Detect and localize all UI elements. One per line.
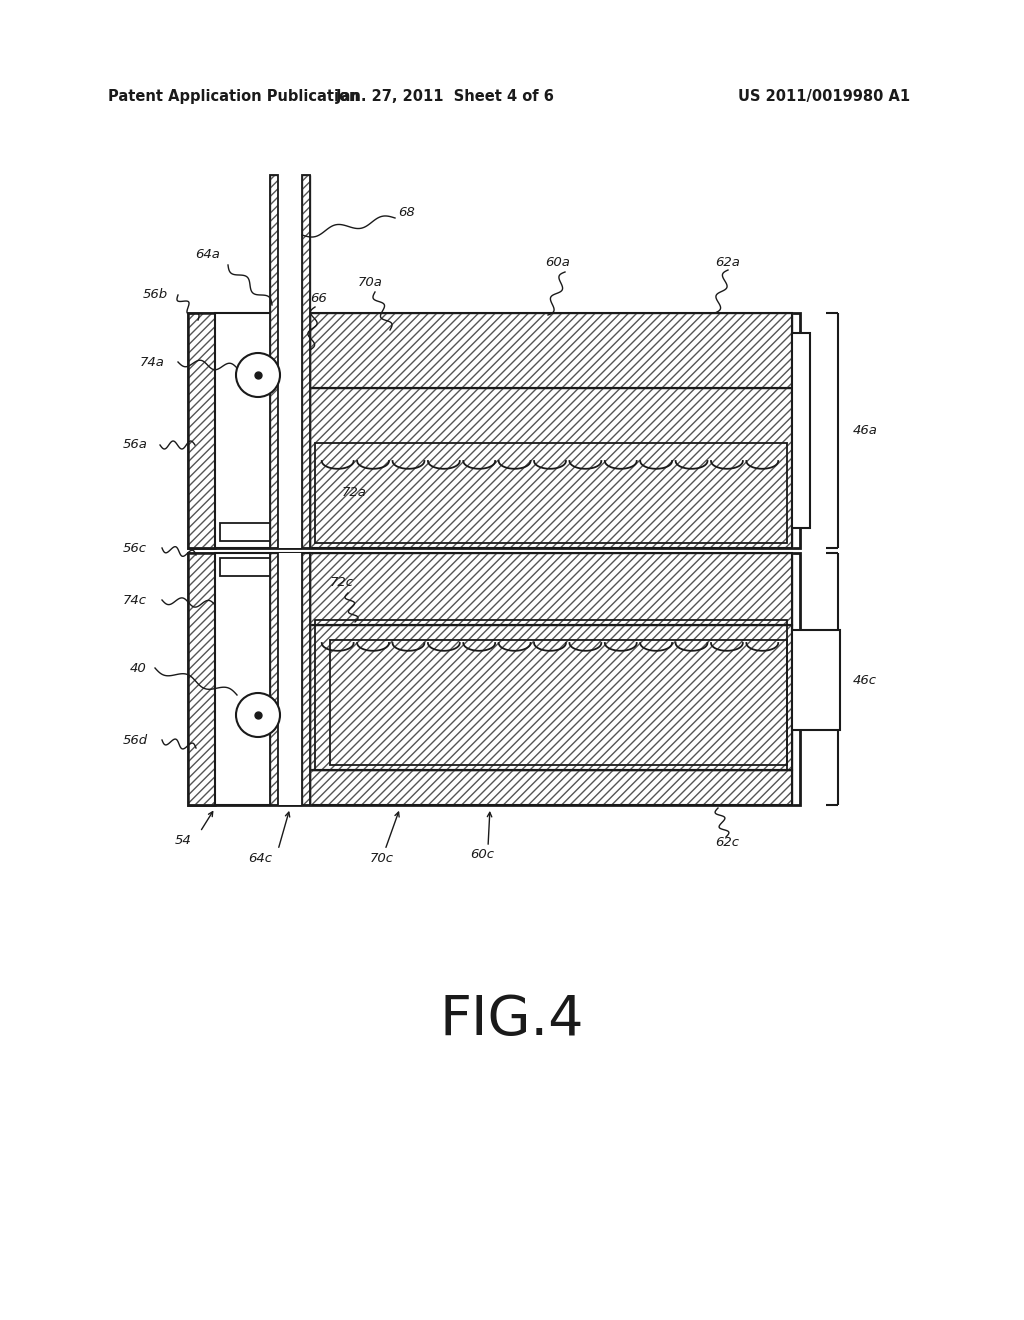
Bar <box>310 770 792 805</box>
Text: 56d: 56d <box>123 734 148 747</box>
Text: 72c: 72c <box>330 577 354 590</box>
Text: 62c: 62c <box>715 837 739 850</box>
Text: 66: 66 <box>310 292 327 305</box>
Text: Jan. 27, 2011  Sheet 4 of 6: Jan. 27, 2011 Sheet 4 of 6 <box>336 90 554 104</box>
Bar <box>270 553 278 805</box>
Bar <box>315 620 787 770</box>
Bar <box>215 313 310 548</box>
Text: 72a: 72a <box>342 487 367 499</box>
Bar <box>302 176 310 548</box>
Text: 54: 54 <box>175 833 191 846</box>
Bar <box>302 176 310 548</box>
Bar <box>188 313 215 548</box>
Bar <box>188 553 800 805</box>
Text: 56c: 56c <box>123 541 147 554</box>
Bar <box>302 553 310 805</box>
Bar <box>188 553 215 805</box>
Bar <box>188 313 800 548</box>
Text: Patent Application Publication: Patent Application Publication <box>108 90 359 104</box>
Bar <box>302 553 310 805</box>
Bar <box>310 770 792 805</box>
Text: 64c: 64c <box>248 851 272 865</box>
Bar <box>310 388 792 548</box>
Bar <box>792 630 840 730</box>
Bar <box>278 176 302 548</box>
Bar <box>310 388 792 548</box>
Bar <box>330 640 787 766</box>
Text: 70a: 70a <box>358 276 383 289</box>
Bar <box>220 558 310 576</box>
Text: 64a: 64a <box>195 248 220 261</box>
Bar <box>270 176 278 548</box>
Bar <box>792 333 810 528</box>
Text: 74c: 74c <box>123 594 147 606</box>
Bar <box>315 444 787 543</box>
Text: 70c: 70c <box>370 851 394 865</box>
Text: 60a: 60a <box>545 256 570 269</box>
Bar <box>188 313 215 548</box>
Bar <box>215 553 310 805</box>
Text: 74a: 74a <box>140 355 165 368</box>
Text: 56b: 56b <box>143 289 168 301</box>
Text: 62a: 62a <box>715 256 740 268</box>
Bar <box>310 313 792 388</box>
Circle shape <box>236 352 280 397</box>
Bar <box>278 553 302 805</box>
Bar <box>310 553 792 624</box>
Bar <box>270 553 278 805</box>
Text: 56a: 56a <box>123 438 147 451</box>
Bar <box>310 624 792 770</box>
Bar <box>310 624 792 770</box>
Text: 46a: 46a <box>853 424 878 437</box>
Text: 68: 68 <box>398 206 415 219</box>
Circle shape <box>236 693 280 737</box>
Text: 46c: 46c <box>853 673 877 686</box>
Text: 40: 40 <box>130 661 146 675</box>
Bar <box>220 523 310 541</box>
Bar <box>310 553 792 624</box>
Text: FIG.4: FIG.4 <box>439 993 585 1047</box>
Bar <box>310 313 792 388</box>
Text: 60c: 60c <box>470 849 494 862</box>
Bar <box>188 553 215 805</box>
Text: US 2011/0019980 A1: US 2011/0019980 A1 <box>738 90 910 104</box>
Bar <box>270 176 278 548</box>
